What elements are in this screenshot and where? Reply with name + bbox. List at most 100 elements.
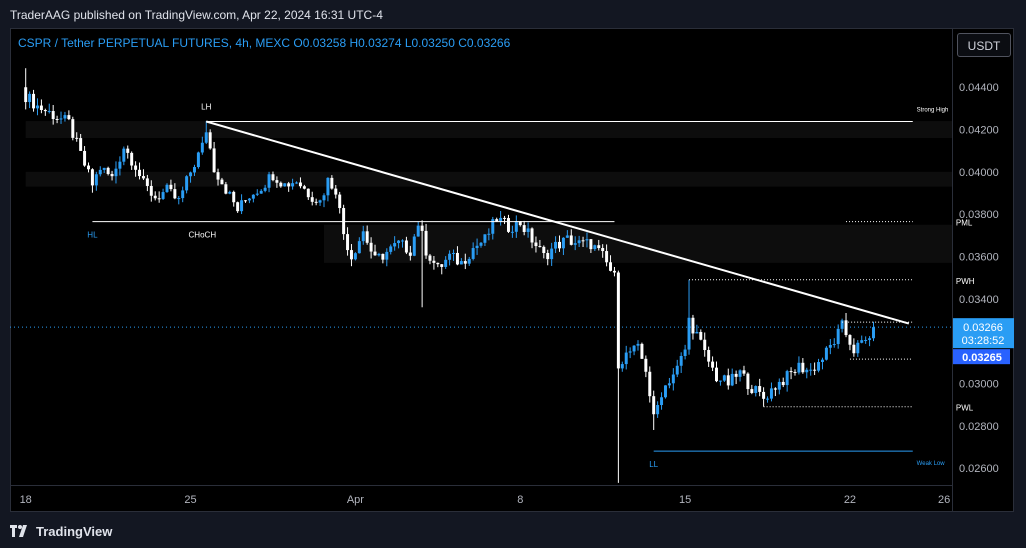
candle-body	[585, 239, 589, 241]
candle-body	[306, 188, 310, 198]
candle-body	[734, 373, 738, 377]
candle-body	[487, 233, 491, 235]
candle-body	[267, 174, 271, 188]
candle-body	[667, 383, 671, 386]
zone-rect	[25, 171, 952, 187]
candle-body	[295, 182, 299, 184]
candle-body	[746, 373, 750, 390]
candle-body	[298, 182, 302, 187]
candle-body	[102, 167, 106, 170]
candle-body	[648, 371, 652, 397]
candle-body	[805, 369, 809, 373]
candle-body	[726, 375, 730, 386]
candle-body	[71, 119, 75, 138]
candle-body	[118, 161, 122, 169]
candle-body	[63, 115, 67, 119]
candle-body	[185, 176, 189, 191]
candle-body	[561, 237, 565, 249]
candle-body	[836, 328, 840, 345]
candle-body	[715, 367, 718, 382]
candle-body	[330, 177, 334, 189]
candle-body	[43, 110, 47, 112]
y-tick-label: 0.02600	[959, 463, 999, 475]
candle-body	[542, 246, 546, 254]
structure-marker: LH	[201, 103, 211, 112]
level-label: Weak Low	[917, 461, 946, 467]
candle-body	[820, 359, 824, 363]
candle-body	[640, 343, 644, 359]
candle-body	[247, 198, 251, 201]
candle-body	[471, 248, 475, 259]
candle-body	[291, 183, 295, 187]
candle-body	[90, 169, 94, 186]
candle-body	[196, 152, 200, 168]
structure-marker: HL	[87, 231, 98, 240]
candle-body	[518, 221, 522, 226]
candle-body	[314, 201, 318, 203]
candle-body	[440, 264, 444, 267]
candle-body	[318, 200, 322, 203]
candle-body	[864, 339, 868, 341]
y-tick-label: 0.03800	[959, 209, 999, 221]
candle-body	[189, 172, 193, 177]
candle-body	[628, 351, 632, 353]
candle-body	[530, 228, 534, 243]
candle-body	[750, 389, 754, 393]
candle-body	[656, 405, 660, 415]
candle-body	[856, 342, 860, 354]
candle-body	[436, 262, 440, 265]
candle-body	[130, 152, 134, 166]
candle-body	[322, 195, 326, 201]
current-price-tag	[953, 318, 1014, 349]
candle-body	[872, 327, 875, 339]
candle-body	[24, 87, 28, 103]
candle-body	[212, 148, 216, 173]
candle-body	[624, 352, 628, 365]
candle-body	[444, 259, 448, 267]
candle-body	[236, 202, 240, 212]
candle-body	[554, 241, 558, 249]
candle-body	[840, 320, 844, 329]
candle-body	[244, 200, 247, 202]
candle-body	[424, 230, 428, 256]
candle-body	[565, 235, 569, 238]
candle-body	[675, 365, 679, 375]
y-tick-label: 0.03000	[959, 378, 999, 390]
candle-body	[644, 358, 648, 372]
structure-marker: CHoCH	[189, 231, 217, 240]
candle-body	[679, 355, 683, 366]
x-tick-label: 8	[517, 494, 523, 506]
x-tick-label: 22	[844, 494, 856, 506]
chart-pane[interactable]	[10, 28, 1014, 512]
symbol-legend: CSPR / Tether PERPETUAL FUTURES, 4h, MEX…	[18, 36, 511, 50]
candle-body	[718, 380, 722, 382]
candle-body	[683, 349, 687, 356]
candle-body	[251, 194, 255, 199]
candle-body	[401, 240, 404, 242]
candle-body	[59, 118, 63, 120]
candle-body	[852, 344, 856, 354]
candle-body	[79, 138, 83, 151]
candle-body	[828, 344, 832, 348]
y-tick-label: 0.03600	[959, 252, 999, 264]
currency-button[interactable]: USDT	[957, 33, 1011, 57]
candle-body	[32, 93, 36, 109]
candle-body	[346, 234, 350, 251]
candle-body	[338, 194, 342, 209]
candle-body	[373, 251, 377, 256]
brand-name: TradingView	[36, 523, 113, 539]
tradingview-logo-icon	[10, 525, 27, 537]
candle-body	[609, 262, 613, 271]
candle-body	[326, 177, 330, 196]
x-tick-label: 15	[679, 494, 691, 506]
candle-body	[106, 167, 110, 174]
candle-body	[287, 183, 291, 187]
candle-body	[467, 258, 471, 264]
candles	[24, 68, 875, 483]
candle-body	[349, 250, 353, 260]
candle-body	[491, 219, 495, 234]
candle-body	[126, 148, 130, 153]
candle-body	[169, 184, 173, 190]
y-tick-label: 0.04200	[959, 125, 999, 137]
